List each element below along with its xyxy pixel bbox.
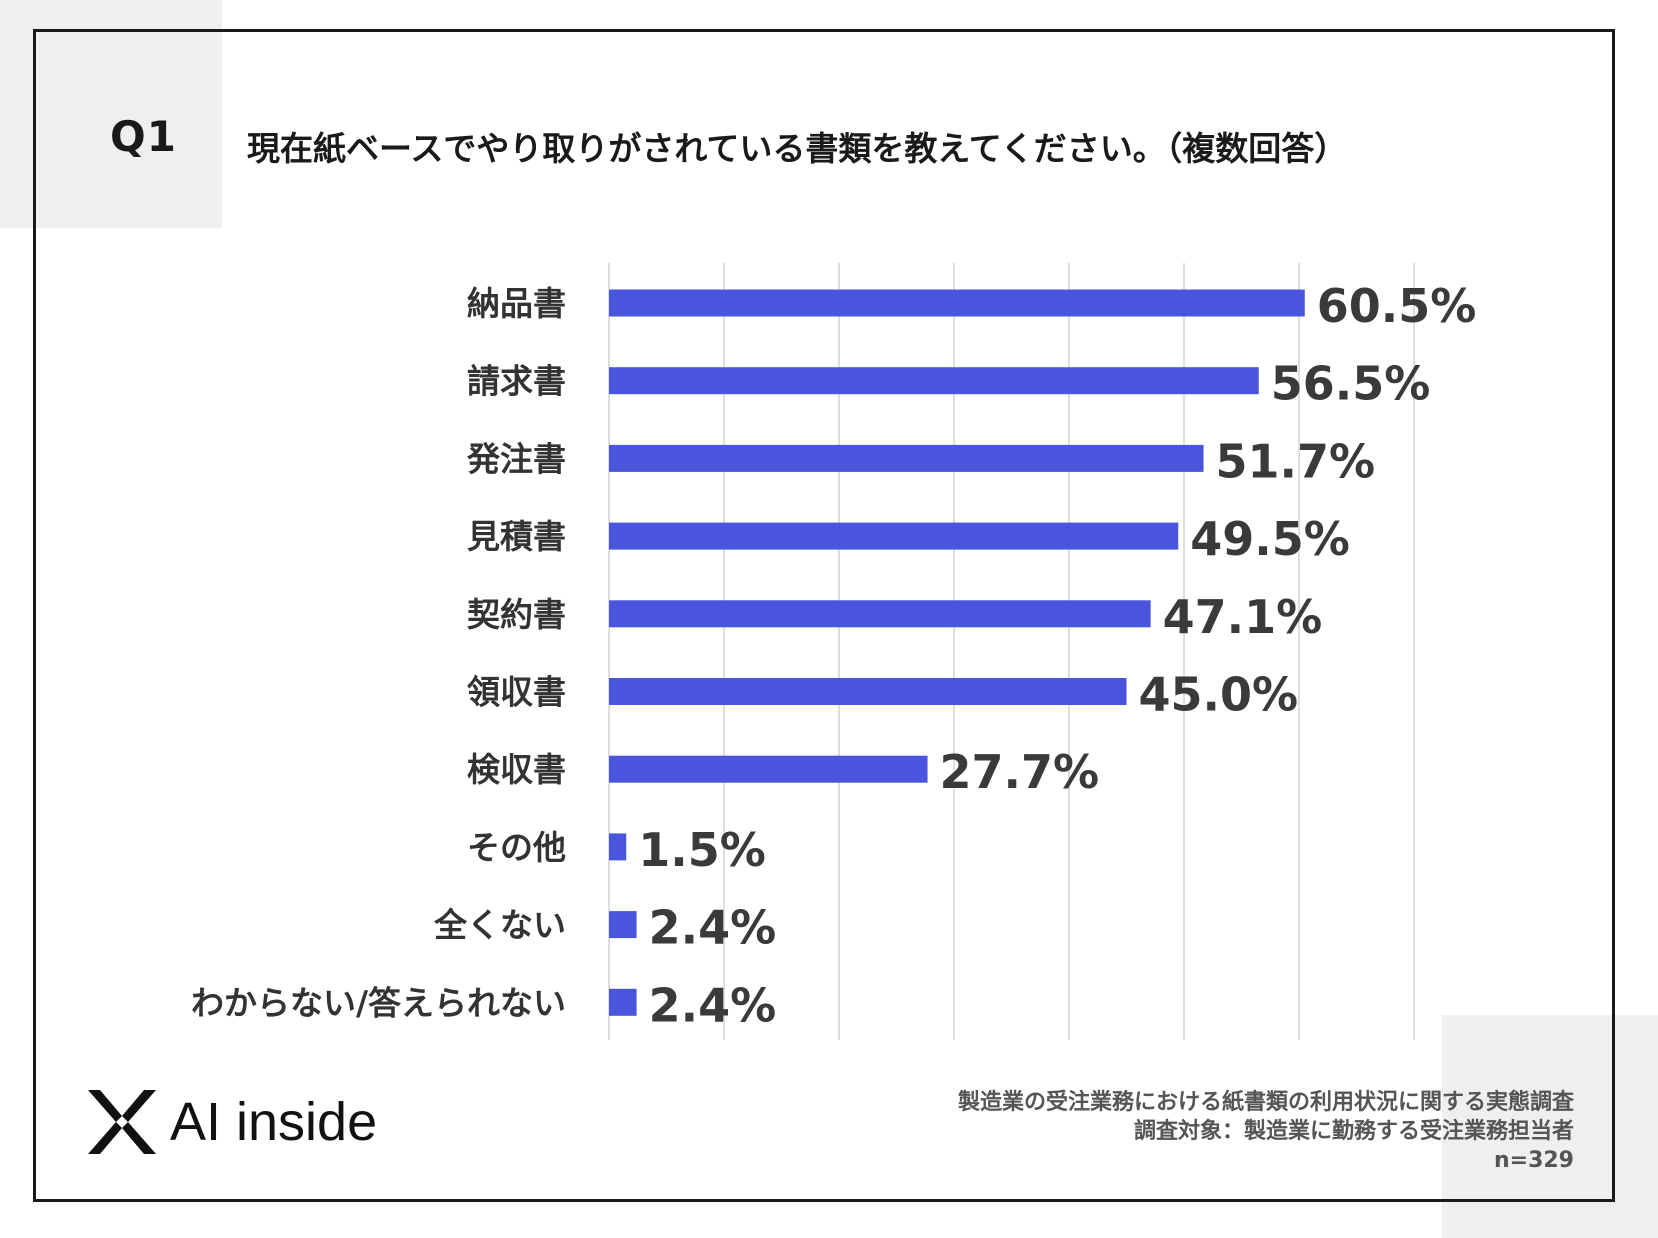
bars bbox=[609, 289, 1305, 1016]
bar bbox=[609, 444, 1204, 472]
survey-target: 調査対象：製造業に勤務する受注業務担当者 bbox=[1133, 1119, 1574, 1144]
category-label: 契約書 bbox=[467, 595, 566, 634]
bar bbox=[609, 833, 627, 861]
content-frame bbox=[33, 29, 1615, 1202]
value-label: 47.1% bbox=[1163, 590, 1323, 644]
value-label: 2.4% bbox=[649, 978, 777, 1032]
bar bbox=[609, 289, 1305, 317]
bar bbox=[609, 988, 637, 1016]
category-label: 請求書 bbox=[467, 362, 566, 401]
value-label: 60.5% bbox=[1317, 279, 1477, 333]
category-label: 発注書 bbox=[467, 439, 566, 478]
bar bbox=[609, 600, 1151, 628]
value-label: 51.7% bbox=[1216, 434, 1376, 488]
category-label: 見積書 bbox=[467, 517, 566, 556]
value-label: 2.4% bbox=[649, 901, 777, 955]
bar bbox=[609, 367, 1259, 395]
bar bbox=[609, 678, 1127, 705]
category-label: 領収書 bbox=[467, 673, 566, 712]
brand-logo: AI inside bbox=[88, 1088, 377, 1156]
survey-footnote: 製造業の受注業務における紙書類の利用状況に関する実態調査 調査対象：製造業に勤務… bbox=[958, 1088, 1574, 1175]
value-labels: 60.5% 56.5% 51.7% 49.5% 47.1% 45.0% 27.7% 1.5% 2… bbox=[638, 279, 1476, 1032]
value-label: 45.0% bbox=[1139, 668, 1299, 722]
x-logo-icon bbox=[88, 1090, 156, 1154]
category-label: その他 bbox=[467, 828, 566, 867]
bar bbox=[609, 755, 928, 783]
value-label: 27.7% bbox=[940, 745, 1100, 799]
question-title: 現在紙ベースでやり取りがされている書類を教えてください。（複数回答） bbox=[247, 129, 1348, 168]
survey-title: 製造業の受注業務における紙書類の利用状況に関する実態調査 bbox=[957, 1090, 1574, 1115]
decor-block-top-left bbox=[0, 0, 222, 228]
sample-size: n=329 bbox=[1493, 1148, 1574, 1173]
bar bbox=[609, 522, 1179, 550]
category-label: わからない/答えられない bbox=[191, 983, 566, 1022]
category-label: 検収書 bbox=[467, 750, 566, 789]
value-label: 56.5% bbox=[1271, 357, 1431, 411]
brand-name: AI inside bbox=[170, 1092, 378, 1152]
category-label: 全くない bbox=[433, 906, 566, 945]
category-label: 納品書 bbox=[467, 284, 566, 323]
question-number: Q1 bbox=[110, 112, 177, 161]
value-label: 1.5% bbox=[638, 823, 766, 877]
value-label: 49.5% bbox=[1190, 512, 1350, 566]
bar bbox=[609, 911, 637, 939]
